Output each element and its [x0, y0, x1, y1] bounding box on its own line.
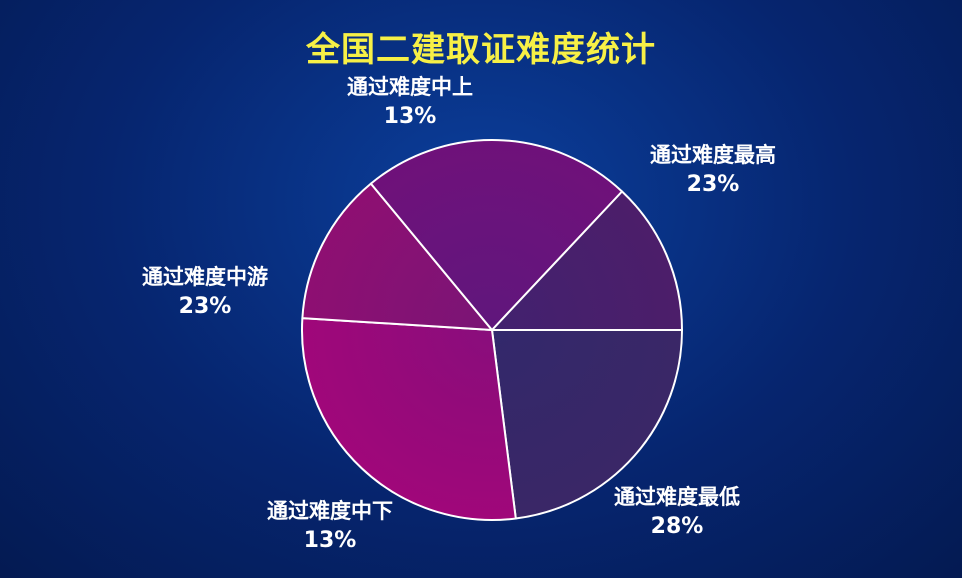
slice-percent: 28% [650, 514, 704, 539]
chart-title: 全国二建取证难度统计 [306, 30, 656, 70]
slice-percent: 13% [303, 528, 357, 553]
pie-slice-highest [491, 329, 683, 520]
slice-label-lowest: 通过难度最低 28% [614, 482, 740, 542]
pie-slice-middle [369, 139, 624, 331]
slice-percent: 23% [686, 172, 740, 197]
pie-slice-upper-middle [491, 190, 683, 331]
slice-name: 通过难度最低 [614, 485, 740, 509]
slice-label-highest: 通过难度最高 23% [650, 140, 776, 200]
slice-name: 通过难度中游 [142, 265, 268, 289]
slice-name: 通过难度中上 [347, 75, 473, 99]
pie-slice-lower-middle [301, 182, 493, 331]
slice-label-lower-middle: 通过难度中下 13% [267, 496, 393, 556]
slice-name: 通过难度中下 [267, 499, 393, 523]
slice-percent: 23% [178, 294, 232, 319]
slice-percent: 13% [383, 104, 437, 129]
slice-label-upper-middle: 通过难度中上 13% [347, 72, 473, 132]
slice-label-middle: 通过难度中游 23% [142, 262, 268, 322]
pie-slice-lowest [300, 317, 517, 521]
slice-name: 通过难度最高 [650, 143, 776, 167]
